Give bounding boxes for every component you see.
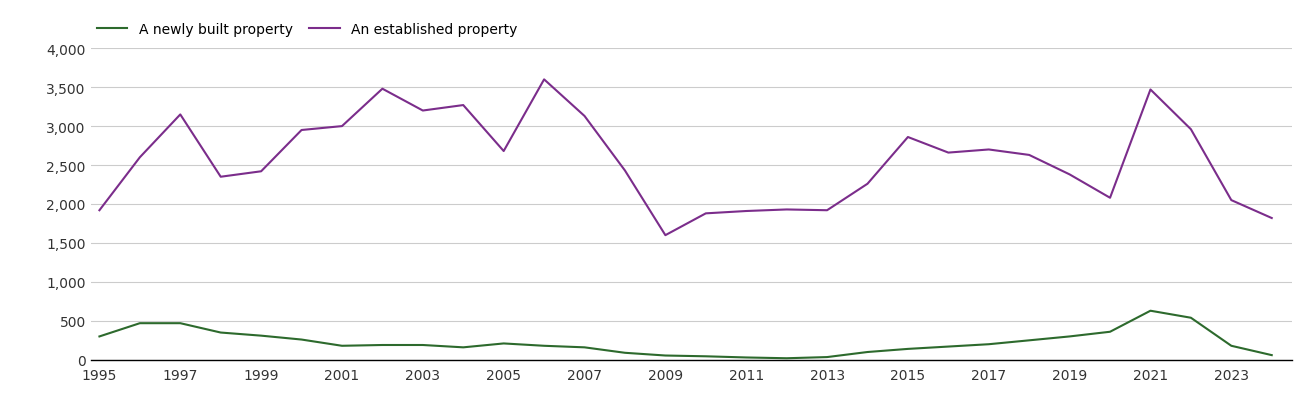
Line: A newly built property: A newly built property <box>99 311 1272 358</box>
Legend: A newly built property, An established property: A newly built property, An established p… <box>91 18 523 43</box>
Line: An established property: An established property <box>99 80 1272 236</box>
A newly built property <box>900 346 916 351</box>
An established property <box>698 211 714 216</box>
A newly built property <box>617 351 633 355</box>
An established property <box>617 169 633 173</box>
An established property <box>294 128 309 133</box>
An established property <box>334 124 350 129</box>
A newly built property <box>698 354 714 359</box>
A newly built property <box>941 344 957 349</box>
A newly built property <box>294 337 309 342</box>
A newly built property <box>536 344 552 348</box>
A newly built property <box>1265 353 1280 358</box>
An established property <box>455 103 471 108</box>
An established property <box>1103 196 1118 201</box>
An established property <box>860 182 876 187</box>
A newly built property <box>820 355 835 360</box>
A newly built property <box>455 345 471 350</box>
A newly built property <box>779 356 795 361</box>
A newly built property <box>132 321 147 326</box>
An established property <box>415 109 431 114</box>
An established property <box>1224 198 1240 203</box>
An established property <box>900 135 916 140</box>
A newly built property <box>739 355 754 360</box>
A newly built property <box>658 353 673 358</box>
A newly built property <box>981 342 997 347</box>
An established property <box>1184 128 1199 133</box>
A newly built property <box>1022 338 1037 343</box>
An established property <box>375 87 390 92</box>
An established property <box>496 149 512 154</box>
An established property <box>981 148 997 153</box>
An established property <box>658 233 673 238</box>
An established property <box>536 78 552 83</box>
An established property <box>1143 88 1159 93</box>
An established property <box>253 169 269 174</box>
A newly built property <box>375 343 390 348</box>
A newly built property <box>1143 308 1159 313</box>
An established property <box>1265 216 1280 221</box>
A newly built property <box>91 334 107 339</box>
An established property <box>132 155 147 160</box>
An established property <box>577 114 592 119</box>
An established property <box>820 208 835 213</box>
An established property <box>941 151 957 156</box>
A newly built property <box>1184 315 1199 320</box>
An established property <box>779 207 795 212</box>
A newly built property <box>334 344 350 348</box>
An established property <box>1062 173 1078 178</box>
A newly built property <box>1224 344 1240 348</box>
A newly built property <box>1062 334 1078 339</box>
An established property <box>91 208 107 213</box>
An established property <box>172 112 188 118</box>
A newly built property <box>860 350 876 355</box>
A newly built property <box>415 343 431 348</box>
An established property <box>739 209 754 214</box>
A newly built property <box>577 345 592 350</box>
A newly built property <box>213 330 228 335</box>
A newly built property <box>1103 330 1118 335</box>
A newly built property <box>172 321 188 326</box>
An established property <box>1022 153 1037 158</box>
A newly built property <box>496 341 512 346</box>
An established property <box>213 175 228 180</box>
A newly built property <box>253 333 269 338</box>
